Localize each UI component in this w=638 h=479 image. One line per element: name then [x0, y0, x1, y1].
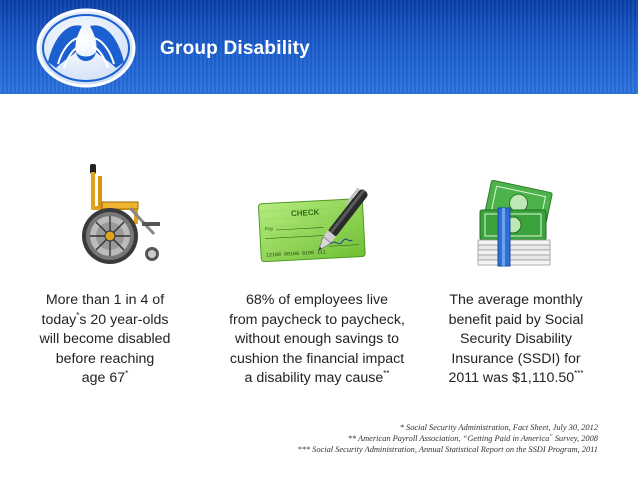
wheelchair-icon: [82, 164, 160, 264]
stat1-line4: before reaching: [55, 350, 155, 367]
stat1-line5-mark: *: [125, 369, 129, 378]
stat-ssdi-benefit: The average monthly benefit paid by Soci…: [428, 291, 604, 389]
footnotes: * Social Security Administration, Fact S…: [298, 422, 598, 455]
pen-icon: [317, 187, 368, 252]
stat1-line2a: today: [41, 311, 77, 328]
page-title: Group Disability: [160, 38, 310, 59]
footnote-2-mark: ”: [549, 434, 553, 440]
stat2-footnote-mark: **: [383, 369, 390, 378]
footnote-1: * Social Security Administration, Fact S…: [399, 423, 598, 432]
stat3-line4: Insurance (SSDI) for: [451, 350, 581, 367]
check-micr-line: 12100 00100 0100 111: [266, 249, 326, 258]
stat2-line1: 68% of employees live: [246, 292, 388, 308]
allstate-hands-logo: [36, 8, 136, 88]
stat1-line5-text: age 67: [81, 370, 126, 386]
footnote-2: ** American Payroll Association, “Gettin…: [298, 433, 598, 444]
stat3-footnote-mark: ***: [574, 369, 584, 378]
check-pay-label: Pay: [265, 226, 274, 232]
stat2-line4: cushion the financial impact: [229, 350, 405, 367]
stat1-line2: today*s 20 year-olds: [30, 311, 180, 331]
footnote-3: *** Social Security Administration, Annu…: [297, 445, 598, 454]
stat-paycheck: 68% of employees live from paycheck to p…: [222, 291, 412, 389]
check-and-pen-icon: CHECK Pay 12100 00100 0100 111: [258, 187, 368, 263]
stat2-line2: from paycheck to paycheck,: [229, 311, 405, 328]
stat2-line3: without enough savings to: [234, 331, 400, 347]
stat1-line2b: s 20 year-olds: [79, 311, 169, 328]
check-label: CHECK: [291, 208, 320, 218]
stat3-line1: The average monthly: [449, 292, 583, 308]
stat1-line5: age 67*: [30, 369, 180, 389]
stat3-line3: Security Disability: [460, 331, 572, 347]
stat2-line5-text: a disability may cause: [244, 370, 384, 386]
stat3-line2: benefit paid by Social: [448, 311, 584, 328]
stat1-line1: More than 1 in 4 of: [45, 292, 165, 308]
stat1-line3: will become disabled: [39, 331, 171, 347]
stat3-line5: 2011 was $1,110.50***: [428, 369, 604, 389]
footnote-2b: Survey, 2008: [552, 434, 598, 443]
money-stack-icon: [477, 180, 553, 267]
stat1-footnote-mark: *: [76, 310, 80, 320]
stat2-line5: a disability may cause**: [222, 369, 412, 389]
stat3-line5-text: 2011 was $1,110.50: [448, 370, 575, 386]
footnote-2a: ** American Payroll Association, “Gettin…: [347, 434, 550, 443]
stat-disability-odds: More than 1 in 4 of today*s 20 year-olds…: [30, 291, 180, 389]
